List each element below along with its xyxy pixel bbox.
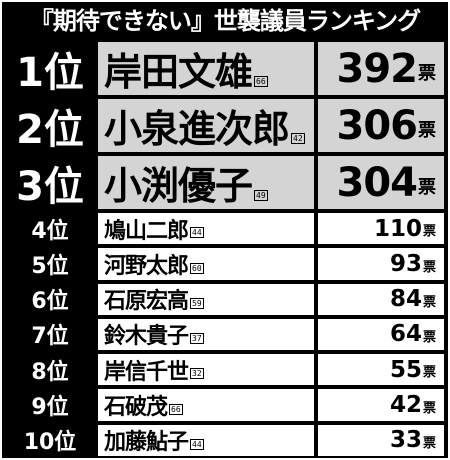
politician-name: 河野太郎 xyxy=(104,253,189,279)
vote-unit: 票 xyxy=(422,224,436,240)
age-badge: 32 xyxy=(190,368,204,380)
vote-unit: 票 xyxy=(422,259,436,275)
vote-count: 304 xyxy=(336,159,418,206)
name-cell: 石原宏高 59 xyxy=(98,283,314,315)
rank-label: 10位 xyxy=(23,430,77,456)
vote-count: 64 xyxy=(389,321,422,348)
age-badge: 42 xyxy=(291,133,305,144)
age-badge: 49 xyxy=(254,190,268,201)
votes-cell: 304 票 xyxy=(318,156,444,209)
politician-name: 小渕優子 xyxy=(104,164,253,208)
name-cell: 鈴木貴子 37 xyxy=(98,318,314,351)
name-cell: 鳩山二郎 44 xyxy=(98,213,314,245)
vote-unit: 票 xyxy=(418,63,436,84)
vote-unit: 票 xyxy=(422,330,436,346)
name-cell: 河野太郎 60 xyxy=(98,248,314,280)
vote-unit: 票 xyxy=(418,120,436,141)
vote-unit: 票 xyxy=(422,294,436,310)
votes-cell: 306 票 xyxy=(318,99,444,152)
politician-name: 鈴木貴子 xyxy=(104,324,189,350)
ranking-row: 5位 河野太郎 60 93 票 xyxy=(2,246,448,281)
votes-cell: 110 票 xyxy=(318,213,444,245)
name-cell: 石破茂 66 xyxy=(98,389,314,421)
vote-count: 110 xyxy=(373,215,422,242)
rank-label: 1位 xyxy=(16,49,84,96)
age-badge: 37 xyxy=(190,333,204,345)
vote-count: 33 xyxy=(389,427,422,454)
votes-cell: 33 票 xyxy=(318,424,444,456)
ranking-row: 2位 小泉進次郎 42 306 票 xyxy=(2,97,448,154)
rank-label: 8位 xyxy=(31,359,69,385)
age-badge: 44 xyxy=(190,438,204,450)
votes-cell: 42 票 xyxy=(318,389,444,421)
rank-label: 2位 xyxy=(16,106,84,153)
ranking-row: 9位 石破茂 66 42 票 xyxy=(2,387,448,422)
name-cell: 小渕優子 49 xyxy=(98,156,314,209)
age-badge: 59 xyxy=(190,297,204,309)
ranking-row: 1位 岸田文雄 66 392 票 xyxy=(2,40,448,97)
rank-label: 9位 xyxy=(31,395,69,421)
name-cell: 岸信千世 32 xyxy=(98,354,314,386)
vote-count: 93 xyxy=(389,250,422,277)
politician-name: 石原宏高 xyxy=(104,289,189,315)
politician-name: 石破茂 xyxy=(104,395,168,421)
vote-count: 306 xyxy=(336,102,418,149)
name-cell: 加藤鮎子 44 xyxy=(98,424,314,456)
votes-cell: 84 票 xyxy=(318,283,444,315)
age-badge: 60 xyxy=(190,262,204,274)
ranking-row: 7位 鈴木貴子 37 64 票 xyxy=(2,317,448,352)
ranking-row: 6位 石原宏高 59 84 票 xyxy=(2,282,448,317)
rank-label: 7位 xyxy=(31,324,69,350)
votes-cell: 64 票 xyxy=(318,318,444,351)
vote-count: 42 xyxy=(389,392,422,419)
ranking-title: 『期待できない』世襲議員ランキング xyxy=(29,7,421,35)
politician-name: 岸信千世 xyxy=(104,359,189,385)
votes-cell: 392 票 xyxy=(318,42,444,95)
vote-unit: 票 xyxy=(422,435,436,451)
rank-label: 4位 xyxy=(31,218,69,244)
rank-label: 5位 xyxy=(31,253,69,279)
ranking-row: 8位 岸信千世 32 55 票 xyxy=(2,352,448,387)
age-badge: 44 xyxy=(190,227,204,239)
ranking-row: 10位 加藤鮎子 44 33 票 xyxy=(2,423,448,458)
vote-count: 392 xyxy=(336,45,418,92)
name-cell: 小泉進次郎 42 xyxy=(98,99,314,152)
vote-count: 55 xyxy=(389,356,422,383)
name-cell: 岸田文雄 66 xyxy=(98,42,314,95)
vote-unit: 票 xyxy=(422,365,436,381)
rank-label: 3位 xyxy=(16,163,84,210)
politician-name: 小泉進次郎 xyxy=(104,107,290,151)
rank-label: 6位 xyxy=(31,289,69,315)
vote-unit: 票 xyxy=(418,177,436,198)
age-badge: 66 xyxy=(254,76,268,87)
votes-cell: 55 票 xyxy=(318,354,444,386)
votes-cell: 93 票 xyxy=(318,248,444,280)
ranking-row: 4位 鳩山二郎 44 110 票 xyxy=(2,211,448,246)
vote-count: 84 xyxy=(389,286,422,313)
vote-unit: 票 xyxy=(422,400,436,416)
politician-name: 岸田文雄 xyxy=(104,50,253,94)
politician-name: 加藤鮎子 xyxy=(104,430,189,456)
age-badge: 66 xyxy=(169,403,183,415)
ranking-row: 3位 小渕優子 49 304 票 xyxy=(2,154,448,211)
politician-name: 鳩山二郎 xyxy=(104,218,189,244)
